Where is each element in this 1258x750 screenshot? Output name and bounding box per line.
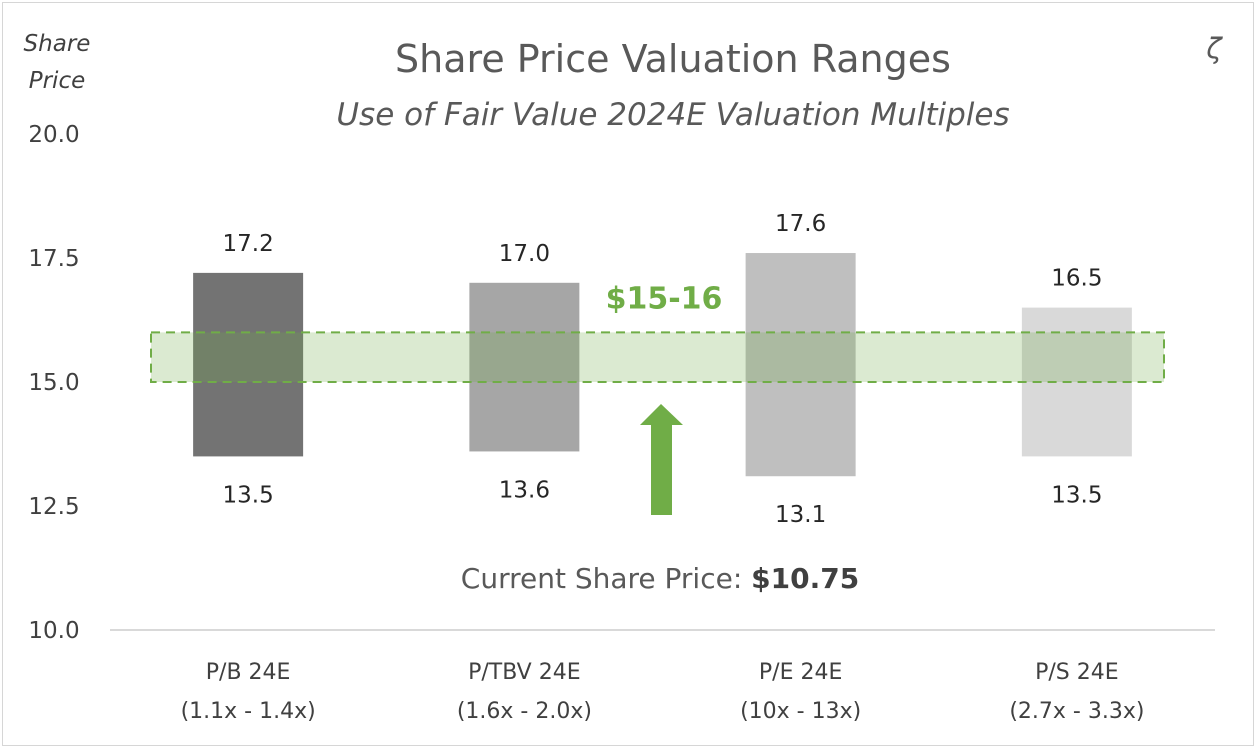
target-range-label: $15-16	[606, 281, 723, 316]
low-value-label: 13.6	[499, 477, 550, 503]
category-multiple-range: (2.7x - 3.3x)	[1009, 699, 1144, 724]
category-name: P/B 24E	[206, 660, 291, 685]
chart-title: Share Price Valuation Ranges	[395, 37, 951, 81]
chart-subtitle: Use of Fair Value 2024E Valuation Multip…	[336, 97, 1009, 133]
category-multiple-range: (10x - 13x)	[740, 699, 861, 724]
current-price-arrow	[640, 404, 683, 515]
low-value-label: 13.5	[1051, 482, 1102, 508]
low-value-label: 13.5	[223, 482, 274, 508]
x-axis-categories: P/B 24E (1.1x - 1.4x) P/TBV 24E (1.6x - 2.0…	[181, 660, 1145, 724]
range-bar	[469, 282, 580, 452]
high-value-label: 16.5	[1051, 266, 1102, 292]
category-name: P/E 24E	[759, 660, 842, 685]
current-price-value: $10.75	[751, 562, 859, 595]
corner-mark: ζ	[1205, 32, 1223, 65]
low-value-label: 13.1	[775, 502, 826, 528]
y-axis-title-line: Share	[24, 31, 91, 57]
range-bar	[745, 253, 856, 477]
y-tick-label: 20.0	[28, 122, 79, 148]
category-name: P/S 24E	[1035, 660, 1119, 685]
data-labels: 17.2 13.5 17.0 13.6 17.6 13.1 16.5 13.5	[223, 211, 1103, 528]
target-range-band	[150, 331, 1165, 383]
up-arrow-icon	[640, 404, 683, 515]
category-multiple-range: (1.1x - 1.4x)	[181, 699, 316, 724]
current-price-label: Current Share Price:	[461, 562, 751, 595]
high-value-label: 17.0	[499, 241, 550, 267]
high-value-label: 17.6	[775, 211, 826, 237]
current-price-text: Current Share Price: $10.75	[461, 562, 859, 595]
y-tick-label: 10.0	[28, 618, 79, 644]
category-name: P/TBV 24E	[468, 660, 580, 685]
target-band: $15-16	[150, 281, 1165, 383]
y-tick-label: 15.0	[28, 370, 79, 396]
y-tick-label: 12.5	[28, 494, 79, 520]
y-axis-ticks: 10.0 12.5 15.0 17.5 20.0	[28, 122, 79, 644]
range-bar	[193, 272, 304, 457]
category-multiple-range: (1.6x - 2.0x)	[457, 699, 592, 724]
y-tick-label: 17.5	[28, 246, 79, 272]
y-axis-title: Share Price	[24, 31, 91, 94]
y-axis-title-line: Price	[29, 68, 86, 94]
high-value-label: 17.2	[223, 231, 274, 257]
